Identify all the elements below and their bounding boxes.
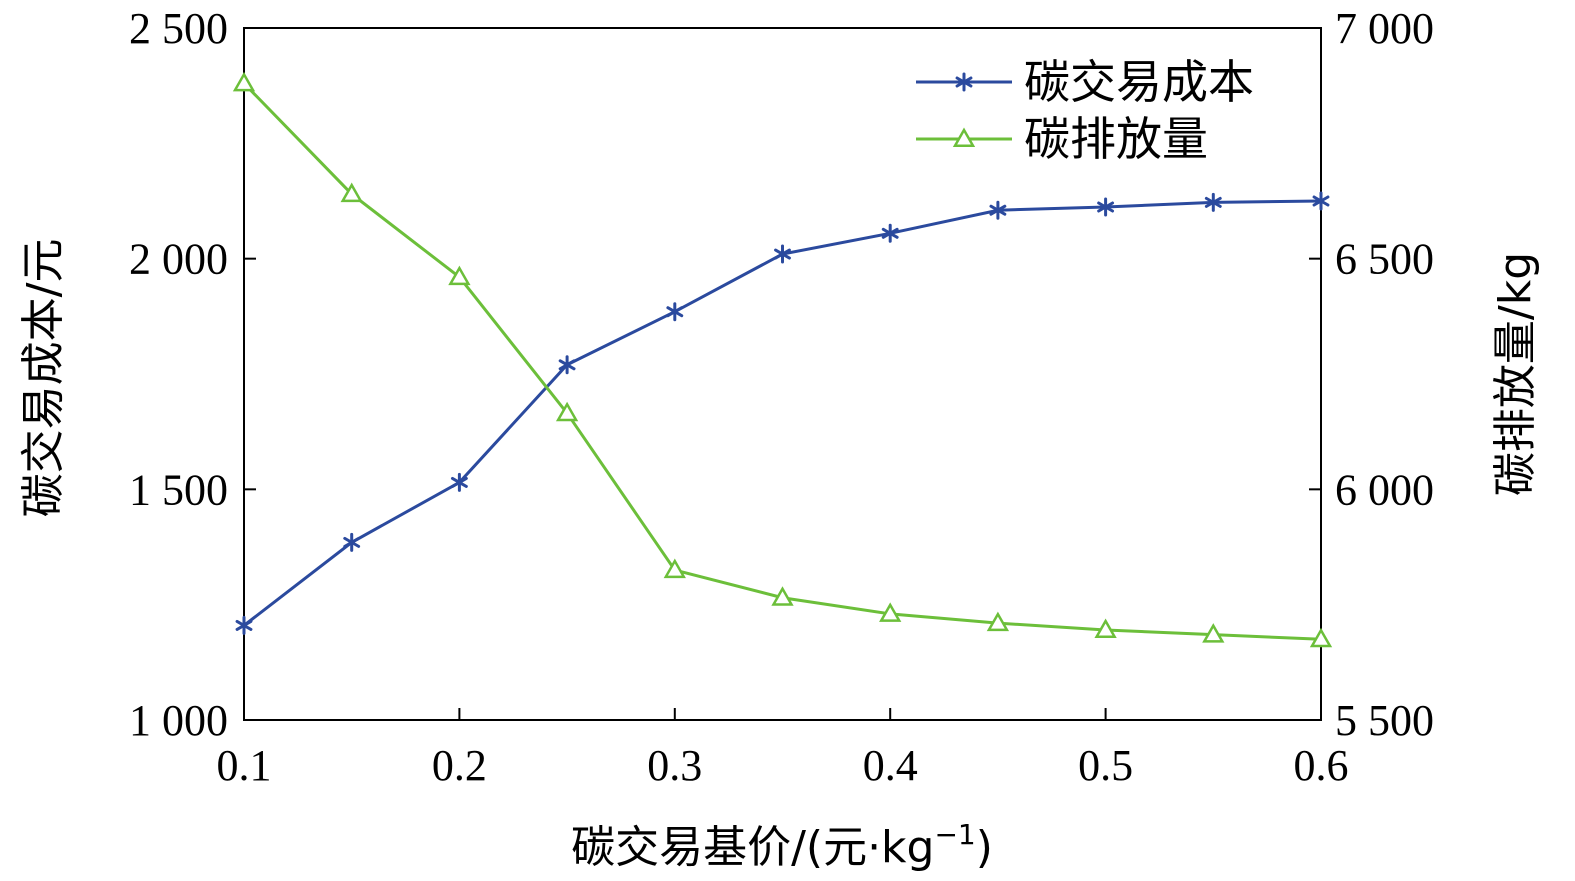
asterisk-stroke xyxy=(881,227,899,239)
asterisk-stroke xyxy=(1204,196,1222,208)
series-line xyxy=(242,82,1322,641)
asterisk-stroke xyxy=(1097,201,1115,213)
x-tick-label: 0.3 xyxy=(647,741,702,790)
asterisk-stroke xyxy=(1312,195,1330,207)
data-point xyxy=(1097,197,1115,217)
y-tick-label-left: 1 500 xyxy=(129,465,228,514)
y-tick-label-left: 2 000 xyxy=(129,235,228,284)
asterisk-stroke xyxy=(955,76,973,88)
data-point xyxy=(774,244,791,264)
data-point xyxy=(448,265,471,286)
x-axis-title-superscript: −1 xyxy=(934,818,975,851)
axes: 1 000 1 500 2 000 2 500 5 500 6 000 6 500 7 000… xyxy=(129,4,1434,790)
data-point xyxy=(881,223,899,243)
series-asterisk xyxy=(235,191,1330,635)
data-point xyxy=(1094,618,1117,639)
legend-label: 碳交易成本 xyxy=(1024,55,1254,109)
y-tick-label-right: 6 500 xyxy=(1335,235,1434,284)
data-point xyxy=(1202,623,1225,643)
data-point xyxy=(555,401,579,422)
data-point xyxy=(1309,627,1333,648)
x-tick-label: 0.1 xyxy=(217,741,272,790)
y-tick-label-left: 1 000 xyxy=(129,696,228,745)
x-tick-label: 0.6 xyxy=(1294,741,1349,790)
series-line xyxy=(243,199,1322,627)
y-tick-label-right: 5 500 xyxy=(1335,696,1434,745)
y-tick-label-left: 2 500 xyxy=(129,4,228,53)
y-tick-label-right: 7 000 xyxy=(1335,4,1434,53)
data-point xyxy=(558,355,576,375)
x-axis-title-close: ) xyxy=(976,822,993,873)
x-tick-label: 0.5 xyxy=(1078,741,1133,790)
data-point xyxy=(235,615,253,635)
asterisk-stroke xyxy=(235,619,253,631)
data-point xyxy=(1312,191,1330,211)
asterisk-stroke xyxy=(989,204,1007,216)
asterisk-stroke xyxy=(666,306,684,318)
data-point xyxy=(989,200,1007,220)
asterisk-stroke xyxy=(450,476,468,488)
data-point xyxy=(340,182,363,203)
data-point xyxy=(771,586,794,606)
x-axis-title: 碳交易基价/(元·kg−1) xyxy=(571,818,993,873)
x-tick-label: 0.4 xyxy=(863,741,918,790)
series-triangle xyxy=(232,71,1333,648)
axis-titles: 碳交易基价/(元·kg−1) 碳交易成本/元 碳排放量/kg xyxy=(18,239,1541,873)
data-point xyxy=(986,611,1010,632)
y-axis-title-right: 碳排放量/kg xyxy=(1490,252,1541,496)
data-point xyxy=(450,472,468,492)
legend-label: 碳排放量 xyxy=(1024,112,1208,166)
x-tick-label: 0.2 xyxy=(432,741,487,790)
legend-marker xyxy=(952,127,976,147)
y-axis-title-left: 碳交易成本/元 xyxy=(18,239,69,518)
data-point xyxy=(879,602,902,622)
legend-marker xyxy=(955,72,973,92)
data-point xyxy=(663,558,686,579)
asterisk-stroke xyxy=(774,248,791,260)
data-point xyxy=(1204,192,1222,212)
asterisk-stroke xyxy=(343,536,361,548)
series-layer xyxy=(232,71,1333,648)
data-point xyxy=(666,302,684,322)
data-point xyxy=(343,532,361,552)
asterisk-stroke xyxy=(558,359,576,371)
y-tick-label-right: 6 000 xyxy=(1335,465,1434,514)
data-point xyxy=(232,71,256,92)
plot-frame xyxy=(243,27,1322,721)
